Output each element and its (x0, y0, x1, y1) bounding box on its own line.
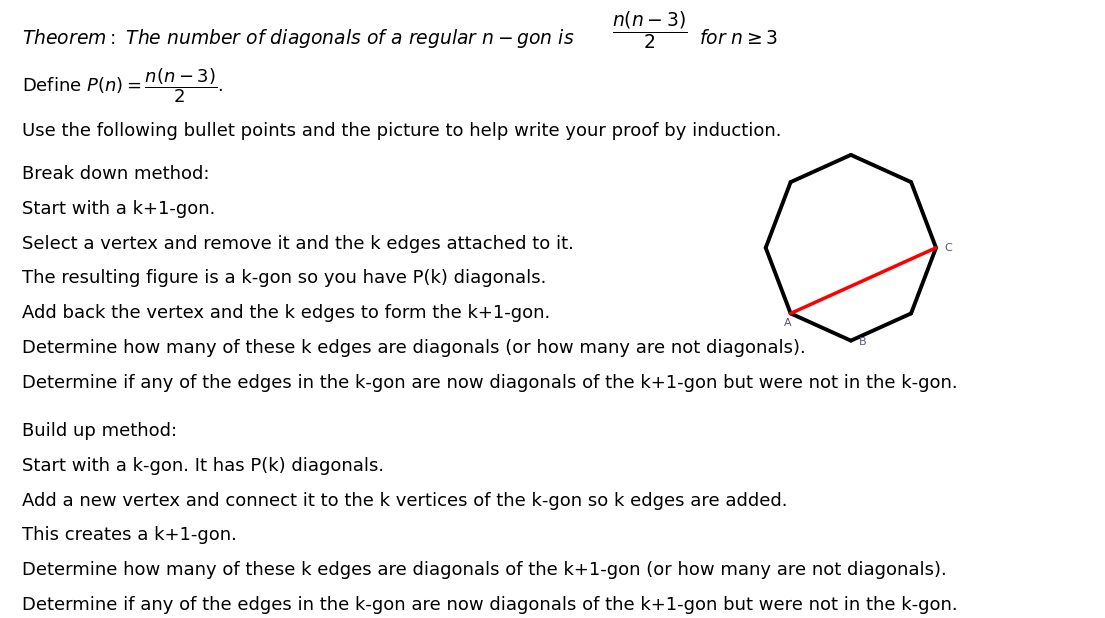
Text: Determine how many of these k edges are diagonals (or how many are not diagonals: Determine how many of these k edges are … (22, 339, 806, 357)
Text: $\dfrac{n(n-3)}{2}$: $\dfrac{n(n-3)}{2}$ (612, 9, 687, 51)
Text: Determine if any of the edges in the k-gon are now diagonals of the k+1-gon but : Determine if any of the edges in the k-g… (22, 373, 958, 392)
Text: This creates a k+1-gon.: This creates a k+1-gon. (22, 527, 238, 544)
Text: Use the following bullet points and the picture to help write your proof by indu: Use the following bullet points and the … (22, 122, 781, 140)
Text: Break down method:: Break down method: (22, 165, 210, 183)
Text: The resulting figure is a k-gon so you have P(k) diagonals.: The resulting figure is a k-gon so you h… (22, 269, 547, 287)
Text: A: A (783, 318, 791, 328)
Text: $\mathit{for}\ n \geq 3$: $\mathit{for}\ n \geq 3$ (698, 28, 778, 48)
Text: Define $P(n) = \dfrac{n(n-3)}{2}.$: Define $P(n) = \dfrac{n(n-3)}{2}.$ (22, 67, 223, 105)
Text: $\mathit{Theorem{:}\ The\ number\ of\ diagonals\ of\ a\ regular\ }n - \mathit{go: $\mathit{Theorem{:}\ The\ number\ of\ di… (22, 27, 575, 49)
Text: Start with a k-gon. It has P(k) diagonals.: Start with a k-gon. It has P(k) diagonal… (22, 457, 385, 475)
Text: Add back the vertex and the k edges to form the k+1-gon.: Add back the vertex and the k edges to f… (22, 304, 550, 322)
Text: B: B (859, 337, 866, 347)
Text: Add a new vertex and connect it to the k vertices of the k-gon so k edges are ad: Add a new vertex and connect it to the k… (22, 492, 788, 510)
Text: Start with a k+1-gon.: Start with a k+1-gon. (22, 200, 215, 218)
Text: C: C (944, 243, 951, 253)
Text: Select a vertex and remove it and the k edges attached to it.: Select a vertex and remove it and the k … (22, 235, 575, 253)
Text: Determine if any of the edges in the k-gon are now diagonals of the k+1-gon but : Determine if any of the edges in the k-g… (22, 596, 958, 614)
Text: Build up method:: Build up method: (22, 422, 177, 440)
Text: Determine how many of these k edges are diagonals of the k+1-gon (or how many ar: Determine how many of these k edges are … (22, 561, 947, 579)
